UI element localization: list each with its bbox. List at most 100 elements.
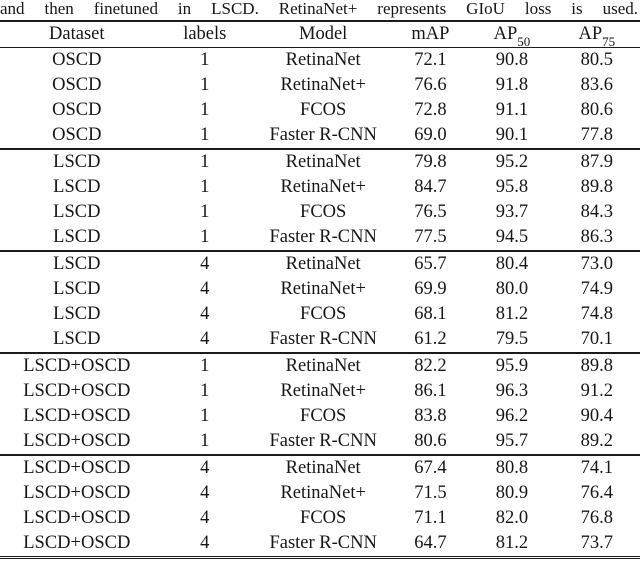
cell-ap50: 95.8: [495, 177, 529, 197]
cell-map: 71.1: [414, 508, 447, 528]
table-caption: and then finetuned in LSCD. RetinaNet+ r…: [0, 0, 638, 18]
cell-dataset: LSCD: [53, 177, 101, 197]
cell-ap75: 80.5: [580, 50, 613, 70]
cell-model: Faster R-CNN: [269, 227, 377, 247]
table-row: LSCD 4 RetinaNet 65.7 80.4 73.0: [0, 250, 640, 277]
cell-model: RetinaNet+: [280, 483, 366, 503]
table-row: LSCD 4 FCOS 68.1 81.2 74.8: [0, 302, 640, 327]
cell-ap75: 76.4: [580, 483, 613, 503]
cell-labels: 1: [200, 381, 210, 401]
table-row: LSCD 1 RetinaNet 79.8 95.2 87.9: [0, 148, 640, 175]
table-row: LSCD 1 Faster R-CNN 77.5 94.5 86.3: [0, 225, 640, 251]
cell-map: 72.1: [414, 50, 447, 70]
col-header-labels: labels: [183, 24, 227, 44]
table-row: LSCD+OSCD 1 RetinaNet 82.2 95.9 89.8: [0, 352, 640, 379]
table-row: LSCD 4 RetinaNet+ 69.9 80.0 74.9: [0, 277, 640, 302]
cell-map: 82.2: [390, 352, 471, 379]
cell-labels: 1: [153, 148, 256, 175]
cell-model: RetinaNet: [255, 352, 391, 379]
cell-dataset: LSCD: [53, 227, 101, 247]
cell-model: RetinaNet+: [280, 381, 366, 401]
cell-map: 86.1: [414, 381, 447, 401]
cell-map: 72.8: [414, 100, 447, 120]
cell-model: RetinaNet: [255, 454, 391, 481]
cell-ap75: 86.3: [580, 227, 613, 247]
table-row: OSCD 1 FCOS 72.8 91.1 80.6: [0, 98, 640, 123]
cell-dataset: LSCD+OSCD: [0, 454, 154, 481]
cell-ap75: 74.8: [580, 304, 613, 324]
cell-dataset: OSCD: [52, 125, 102, 145]
cell-dataset: OSCD: [52, 100, 102, 120]
cell-ap75: 76.8: [580, 508, 613, 528]
cell-ap75: 87.9: [553, 148, 640, 175]
table-row: LSCD+OSCD 4 RetinaNet+ 71.5 80.9 76.4: [0, 481, 640, 506]
cell-map: 79.8: [390, 148, 471, 175]
cell-model: RetinaNet: [255, 148, 391, 175]
cell-map: 64.7: [414, 533, 447, 553]
cell-ap50: 90.1: [495, 125, 529, 145]
cell-ap75: 77.8: [580, 125, 613, 145]
cell-labels: 4: [153, 454, 256, 481]
cell-labels: 4: [200, 279, 210, 299]
cell-map: 76.5: [414, 202, 447, 222]
cell-model: Faster R-CNN: [269, 125, 377, 145]
cell-model: Faster R-CNN: [269, 533, 377, 553]
cell-map: 83.8: [414, 406, 447, 426]
cell-ap50: 82.0: [495, 508, 529, 528]
cell-model: FCOS: [300, 202, 347, 222]
cell-dataset: LSCD: [53, 304, 101, 324]
cell-ap75: 89.2: [580, 431, 613, 451]
cell-ap75: 83.6: [580, 75, 613, 95]
cell-model: FCOS: [300, 100, 347, 120]
cell-dataset: LSCD: [0, 148, 154, 175]
col-header-ap75-subscript: 75: [602, 33, 616, 48]
cell-ap75: 91.2: [580, 381, 613, 401]
table-row: LSCD 1 FCOS 76.5 93.7 84.3: [0, 200, 640, 225]
cell-model: Faster R-CNN: [269, 329, 377, 349]
cell-labels: 1: [200, 202, 210, 222]
col-header-map: mAP: [411, 24, 450, 44]
cell-ap50: 96.2: [495, 406, 529, 426]
cell-ap50: 80.4: [470, 250, 554, 277]
cell-model: RetinaNet+: [280, 279, 366, 299]
cell-ap75: 74.9: [580, 279, 613, 299]
cell-dataset: LSCD: [53, 279, 101, 299]
cell-ap50: 93.7: [495, 202, 529, 222]
col-header-ap50-base: AP: [493, 24, 518, 44]
cell-ap75: 73.7: [580, 533, 613, 553]
cell-ap50: 91.1: [495, 100, 529, 120]
cell-model: FCOS: [300, 508, 347, 528]
cell-map: 80.6: [414, 431, 447, 451]
cell-ap75: 84.3: [580, 202, 613, 222]
cell-dataset: LSCD+OSCD: [23, 381, 131, 401]
cell-ap75: 89.8: [553, 352, 640, 379]
cell-labels: 4: [200, 483, 210, 503]
cell-model: Faster R-CNN: [269, 431, 377, 451]
cell-labels: 1: [200, 431, 210, 451]
cell-model: FCOS: [300, 406, 347, 426]
results-table: Dataset labels Model mAP AP50 AP75 OSCD 1…: [0, 20, 640, 559]
table-row: OSCD 1 Faster R-CNN 69.0 90.1 77.8: [0, 123, 640, 149]
cell-labels: 1: [200, 227, 210, 247]
cell-model: FCOS: [300, 304, 347, 324]
cell-ap50: 95.7: [495, 431, 529, 451]
cell-labels: 1: [200, 406, 210, 426]
cell-labels: 1: [200, 75, 210, 95]
cell-labels: 4: [200, 304, 210, 324]
cell-ap50: 80.8: [470, 454, 554, 481]
cell-labels: 4: [200, 329, 210, 349]
cell-model: RetinaNet+: [280, 75, 366, 95]
table-row: LSCD+OSCD 4 RetinaNet 67.4 80.8 74.1: [0, 454, 640, 481]
cell-map: 77.5: [414, 227, 447, 247]
cell-ap50: 94.5: [495, 227, 529, 247]
cell-dataset: LSCD+OSCD: [23, 406, 131, 426]
cell-ap50: 80.9: [495, 483, 529, 503]
col-header-ap50-subscript: 50: [517, 33, 531, 48]
cell-map: 69.9: [414, 279, 447, 299]
cell-dataset: LSCD: [53, 202, 101, 222]
col-header-ap50: AP50: [470, 21, 553, 48]
cell-dataset: LSCD+OSCD: [23, 431, 131, 451]
cell-ap75: 74.1: [553, 454, 640, 481]
col-header-ap75: AP75: [554, 21, 640, 48]
